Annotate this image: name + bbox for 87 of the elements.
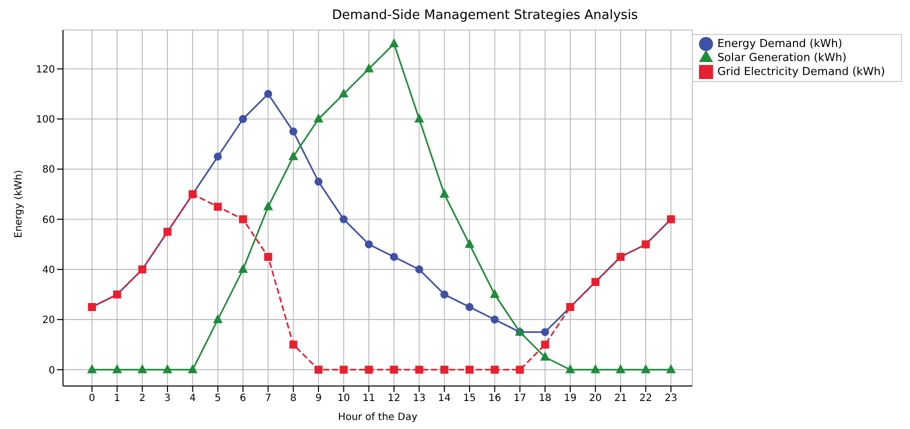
y-tick-label: 0	[48, 365, 55, 376]
y-axis-title: Energy (kWh)	[14, 170, 25, 238]
x-tick-label: 23	[664, 393, 678, 404]
point	[415, 265, 424, 274]
point	[289, 128, 298, 136]
y-tick-label: 20	[42, 315, 55, 326]
point	[440, 290, 448, 298]
point	[466, 366, 474, 374]
x-tick-label: 21	[614, 393, 627, 404]
legend-label: Grid Electricity Demand (kWh)	[717, 65, 885, 78]
x-tick-label: 9	[315, 393, 322, 404]
point	[364, 240, 373, 248]
point	[213, 314, 222, 324]
point	[440, 189, 449, 198]
x-tick-label: 14	[438, 393, 451, 404]
point	[238, 115, 247, 123]
chart-title: Demand-Side Management Strategies Analysis	[331, 8, 639, 25]
point	[641, 364, 650, 374]
point	[616, 364, 626, 374]
x-tick-label: 20	[589, 393, 602, 404]
y-tick-label: 100	[36, 114, 55, 126]
point	[540, 352, 550, 361]
point	[541, 328, 550, 336]
point	[390, 252, 398, 261]
x-tick-label: 13	[412, 393, 426, 404]
point	[314, 366, 323, 374]
x-tick-label: 15	[463, 393, 476, 404]
point	[390, 38, 399, 48]
point	[390, 366, 398, 374]
point	[414, 114, 424, 122]
point	[238, 215, 247, 224]
point	[415, 366, 424, 374]
x-axis-title: Hour of the Day	[338, 412, 418, 423]
point	[264, 90, 272, 98]
point	[340, 215, 348, 224]
point	[162, 364, 172, 374]
point	[340, 366, 348, 374]
point	[314, 114, 324, 122]
x-tick-label: 4	[189, 393, 196, 404]
x-tick-label: 2	[139, 393, 146, 404]
point	[339, 88, 348, 98]
point	[238, 264, 248, 273]
point	[264, 202, 273, 210]
point	[666, 364, 676, 374]
point	[289, 340, 298, 349]
point	[440, 366, 448, 374]
x-tick-label: 12	[388, 393, 400, 404]
x-tick-label: 22	[639, 393, 652, 404]
point	[188, 364, 198, 374]
x-tick-label: 10	[337, 393, 350, 404]
point	[288, 152, 298, 160]
x-tick-label: 3	[164, 393, 171, 404]
x-tick-label: 5	[214, 393, 221, 404]
legend-label: Solar Generation (kWh)	[717, 51, 847, 64]
x-tick-label: 6	[240, 393, 246, 404]
y-tick-label: 40	[42, 264, 55, 276]
point	[87, 364, 96, 374]
x-tick-label: 16	[488, 393, 502, 404]
point	[112, 364, 122, 374]
point	[590, 364, 600, 374]
x-tick-label: 1	[114, 393, 120, 404]
point	[138, 364, 147, 374]
point	[466, 303, 474, 312]
point	[490, 316, 499, 324]
legend-label: Energy Demand (kWh)	[717, 37, 842, 50]
point	[364, 64, 374, 72]
point	[465, 239, 474, 248]
point	[214, 202, 222, 211]
x-tick-label: 11	[362, 393, 376, 404]
y-tick-label: 80	[42, 164, 55, 176]
y-tick-label: 60	[42, 214, 55, 226]
point	[566, 364, 575, 374]
point	[490, 289, 500, 298]
point	[214, 152, 222, 161]
x-tick-label: 8	[290, 393, 297, 404]
point	[490, 366, 499, 374]
y-tick-label: 120	[36, 64, 55, 76]
point	[364, 366, 373, 374]
point	[516, 366, 524, 374]
x-tick-label: 7	[264, 393, 272, 404]
point	[264, 252, 272, 261]
x-tick-label: 0	[88, 393, 96, 404]
x-tick-label: 19	[564, 393, 577, 404]
x-tick-label: 18	[538, 393, 552, 404]
point	[314, 178, 323, 186]
x-tick-label: 17	[514, 393, 526, 404]
point	[541, 340, 550, 349]
